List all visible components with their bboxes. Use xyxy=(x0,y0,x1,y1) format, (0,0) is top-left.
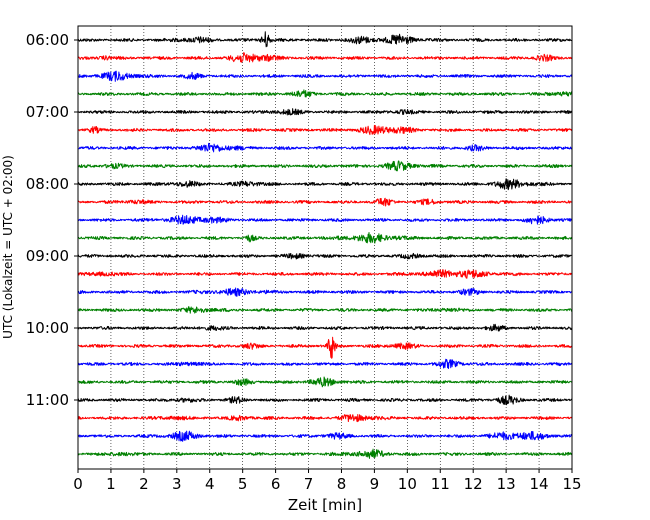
x-axis-label: Zeit [min] xyxy=(288,496,362,514)
y-axis-label: UTC (Lokalzeit = UTC + 02:00) xyxy=(1,155,15,339)
x-tick-label: 14 xyxy=(530,475,549,493)
trace-line-0600 xyxy=(77,31,573,48)
trace-line-0715 xyxy=(77,124,573,136)
trace-line-0615 xyxy=(77,52,573,63)
trace-line-0630 xyxy=(77,70,573,82)
y-tick-label: 11:00 xyxy=(26,391,69,409)
x-axis-ticks: 0 1 2 3 4 5 6 7 8 9 10 11 12 13 14 15 xyxy=(73,469,582,493)
x-tick-label: 7 xyxy=(304,475,314,493)
plot-frame xyxy=(77,25,573,470)
trace-line-1045 xyxy=(77,376,573,388)
trace-line-0900 xyxy=(77,252,573,260)
x-tick-label: 8 xyxy=(337,475,347,493)
y-tick-label: 08:00 xyxy=(26,175,69,193)
x-tick-label: 1 xyxy=(106,475,116,493)
x-tick-label: 2 xyxy=(139,475,149,493)
trace-line-0915 xyxy=(77,269,573,279)
trace-line-0645 xyxy=(77,89,573,98)
x-tick-label: 13 xyxy=(497,475,516,493)
y-tick-label: 06:00 xyxy=(26,31,69,49)
trace-line-0800 xyxy=(77,178,573,191)
trace-line-1130 xyxy=(77,430,573,442)
y-tick-label: 09:00 xyxy=(26,247,69,265)
trace-line-0745 xyxy=(77,160,573,172)
trace-line-1115 xyxy=(77,414,573,423)
x-tick-label: 10 xyxy=(398,475,417,493)
x-tick-label: 15 xyxy=(562,475,581,493)
x-tick-label: 9 xyxy=(370,475,380,493)
trace-line-1000 xyxy=(77,323,573,332)
x-tick-label: 11 xyxy=(431,475,450,493)
y-tick-label: 07:00 xyxy=(26,103,69,121)
x-tick-label: 6 xyxy=(271,475,281,493)
x-tick-label: 4 xyxy=(205,475,215,493)
trace-line-1030 xyxy=(77,358,573,370)
x-tick-label: 0 xyxy=(73,475,83,493)
x-tick-label: 12 xyxy=(464,475,483,493)
trace-line-1015 xyxy=(77,336,573,359)
trace-line-0815 xyxy=(77,197,573,207)
trace-line-1100 xyxy=(77,394,573,406)
trace-line-0730 xyxy=(77,142,573,153)
trace-group xyxy=(77,31,573,459)
trace-line-1145 xyxy=(77,448,573,459)
x-tick-label: 5 xyxy=(238,475,248,493)
trace-line-0930 xyxy=(77,287,573,297)
y-axis-ticks: 06:00 07:00 08:00 09:00 10:00 11:00 xyxy=(26,31,78,409)
x-tick-label: 3 xyxy=(172,475,182,493)
y-tick-label: 10:00 xyxy=(26,319,69,337)
grid-lines xyxy=(110,26,540,469)
trace-line-0700 xyxy=(77,108,573,116)
trace-line-0845 xyxy=(77,232,573,244)
trace-line-0830 xyxy=(77,214,573,225)
trace-line-0945 xyxy=(77,306,573,314)
